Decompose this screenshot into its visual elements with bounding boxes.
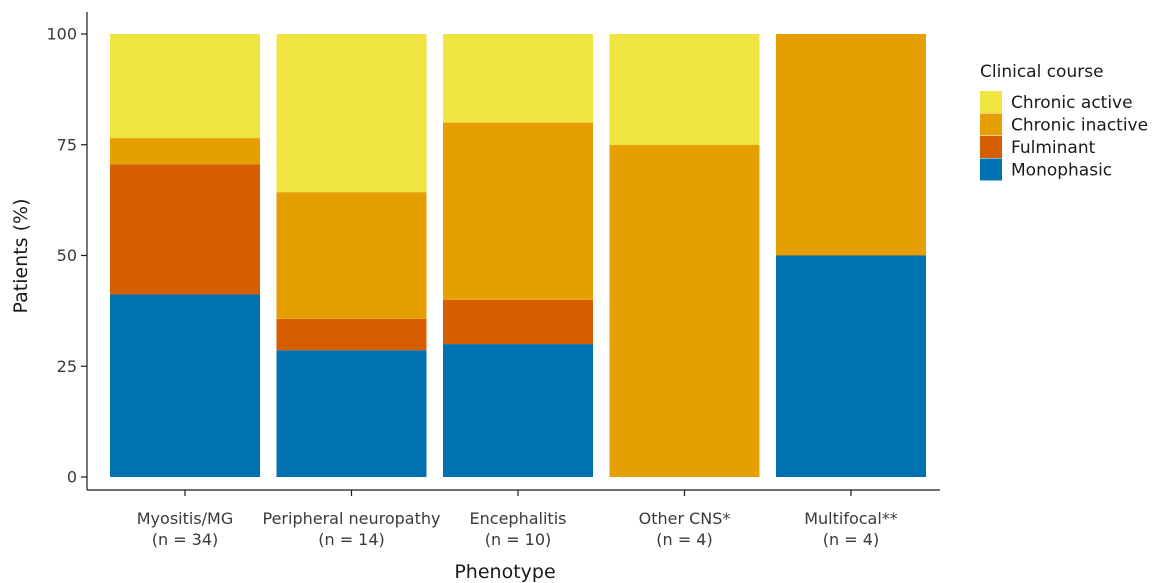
- x-tick-label: Peripheral neuropathy: [263, 509, 441, 528]
- bar-segment-fulminant-0: [110, 164, 260, 295]
- x-tick-label: (n = 4): [823, 530, 879, 549]
- bar-segment-chronic-active-2: [443, 34, 593, 123]
- bar-segment-chronic-active-3: [609, 34, 760, 145]
- bar-segment-chronic-inactive-2: [443, 122, 593, 300]
- bar-segment-fulminant-2: [443, 299, 593, 345]
- x-axis-title: Phenotype: [454, 561, 555, 583]
- y-ticks: 0 25 50 75 100: [46, 25, 87, 487]
- x-ticks: Myositis/MG (n = 34) Peripheral neuropathy…: [137, 490, 898, 549]
- y-tick-label: 75: [57, 135, 77, 154]
- bar-segment-monophasic-2: [443, 344, 593, 477]
- bar-segment-monophasic-0: [110, 294, 260, 477]
- legend: Clinical course Chronic active Chronic in…: [980, 62, 1148, 181]
- bars-layer: [110, 34, 926, 477]
- legend-label-monophasic: Monophasic: [1011, 161, 1112, 181]
- y-tick-label: 0: [67, 468, 77, 487]
- axes-layer: [86, 12, 940, 491]
- bar-segment-chronic-inactive-1: [276, 192, 427, 319]
- legend-label-chronic-inactive: Chronic inactive: [1011, 116, 1148, 136]
- bar-segment-monophasic-4: [776, 255, 926, 477]
- x-tick-label: Encephalitis: [470, 509, 567, 528]
- legend-label-chronic-active: Chronic active: [1011, 93, 1133, 113]
- y-tick-label: 25: [57, 357, 77, 376]
- x-tick-label: Multifocal**: [804, 509, 898, 528]
- bar-segment-chronic-inactive-0: [110, 138, 260, 165]
- legend-swatch-monophasic: [980, 158, 1002, 181]
- x-tick-label: Myositis/MG: [137, 509, 234, 528]
- y-tick-label: 50: [57, 246, 77, 265]
- legend-swatch-fulminant: [980, 136, 1002, 158]
- x-tick-label: (n = 34): [152, 530, 219, 549]
- x-tick-label: (n = 14): [318, 530, 385, 549]
- x-tick-label: (n = 10): [485, 530, 552, 549]
- legend-label-fulminant: Fulminant: [1011, 138, 1096, 158]
- legend-swatch-chronic-active: [980, 91, 1002, 113]
- x-tick-label: Other CNS*: [639, 509, 731, 528]
- bar-segment-chronic-inactive-4: [776, 34, 926, 256]
- legend-swatch-chronic-inactive: [980, 113, 1002, 136]
- legend-title: Clinical course: [980, 62, 1104, 82]
- x-tick-label: (n = 4): [656, 530, 712, 549]
- bar-segment-chronic-active-1: [276, 34, 427, 193]
- bar-segment-monophasic-1: [276, 350, 427, 477]
- y-axis-title: Patients (%): [10, 199, 32, 314]
- bar-segment-chronic-active-0: [110, 34, 260, 139]
- y-tick-label: 100: [46, 25, 77, 44]
- bar-segment-chronic-inactive-3: [609, 144, 760, 477]
- bar-segment-fulminant-1: [276, 318, 427, 351]
